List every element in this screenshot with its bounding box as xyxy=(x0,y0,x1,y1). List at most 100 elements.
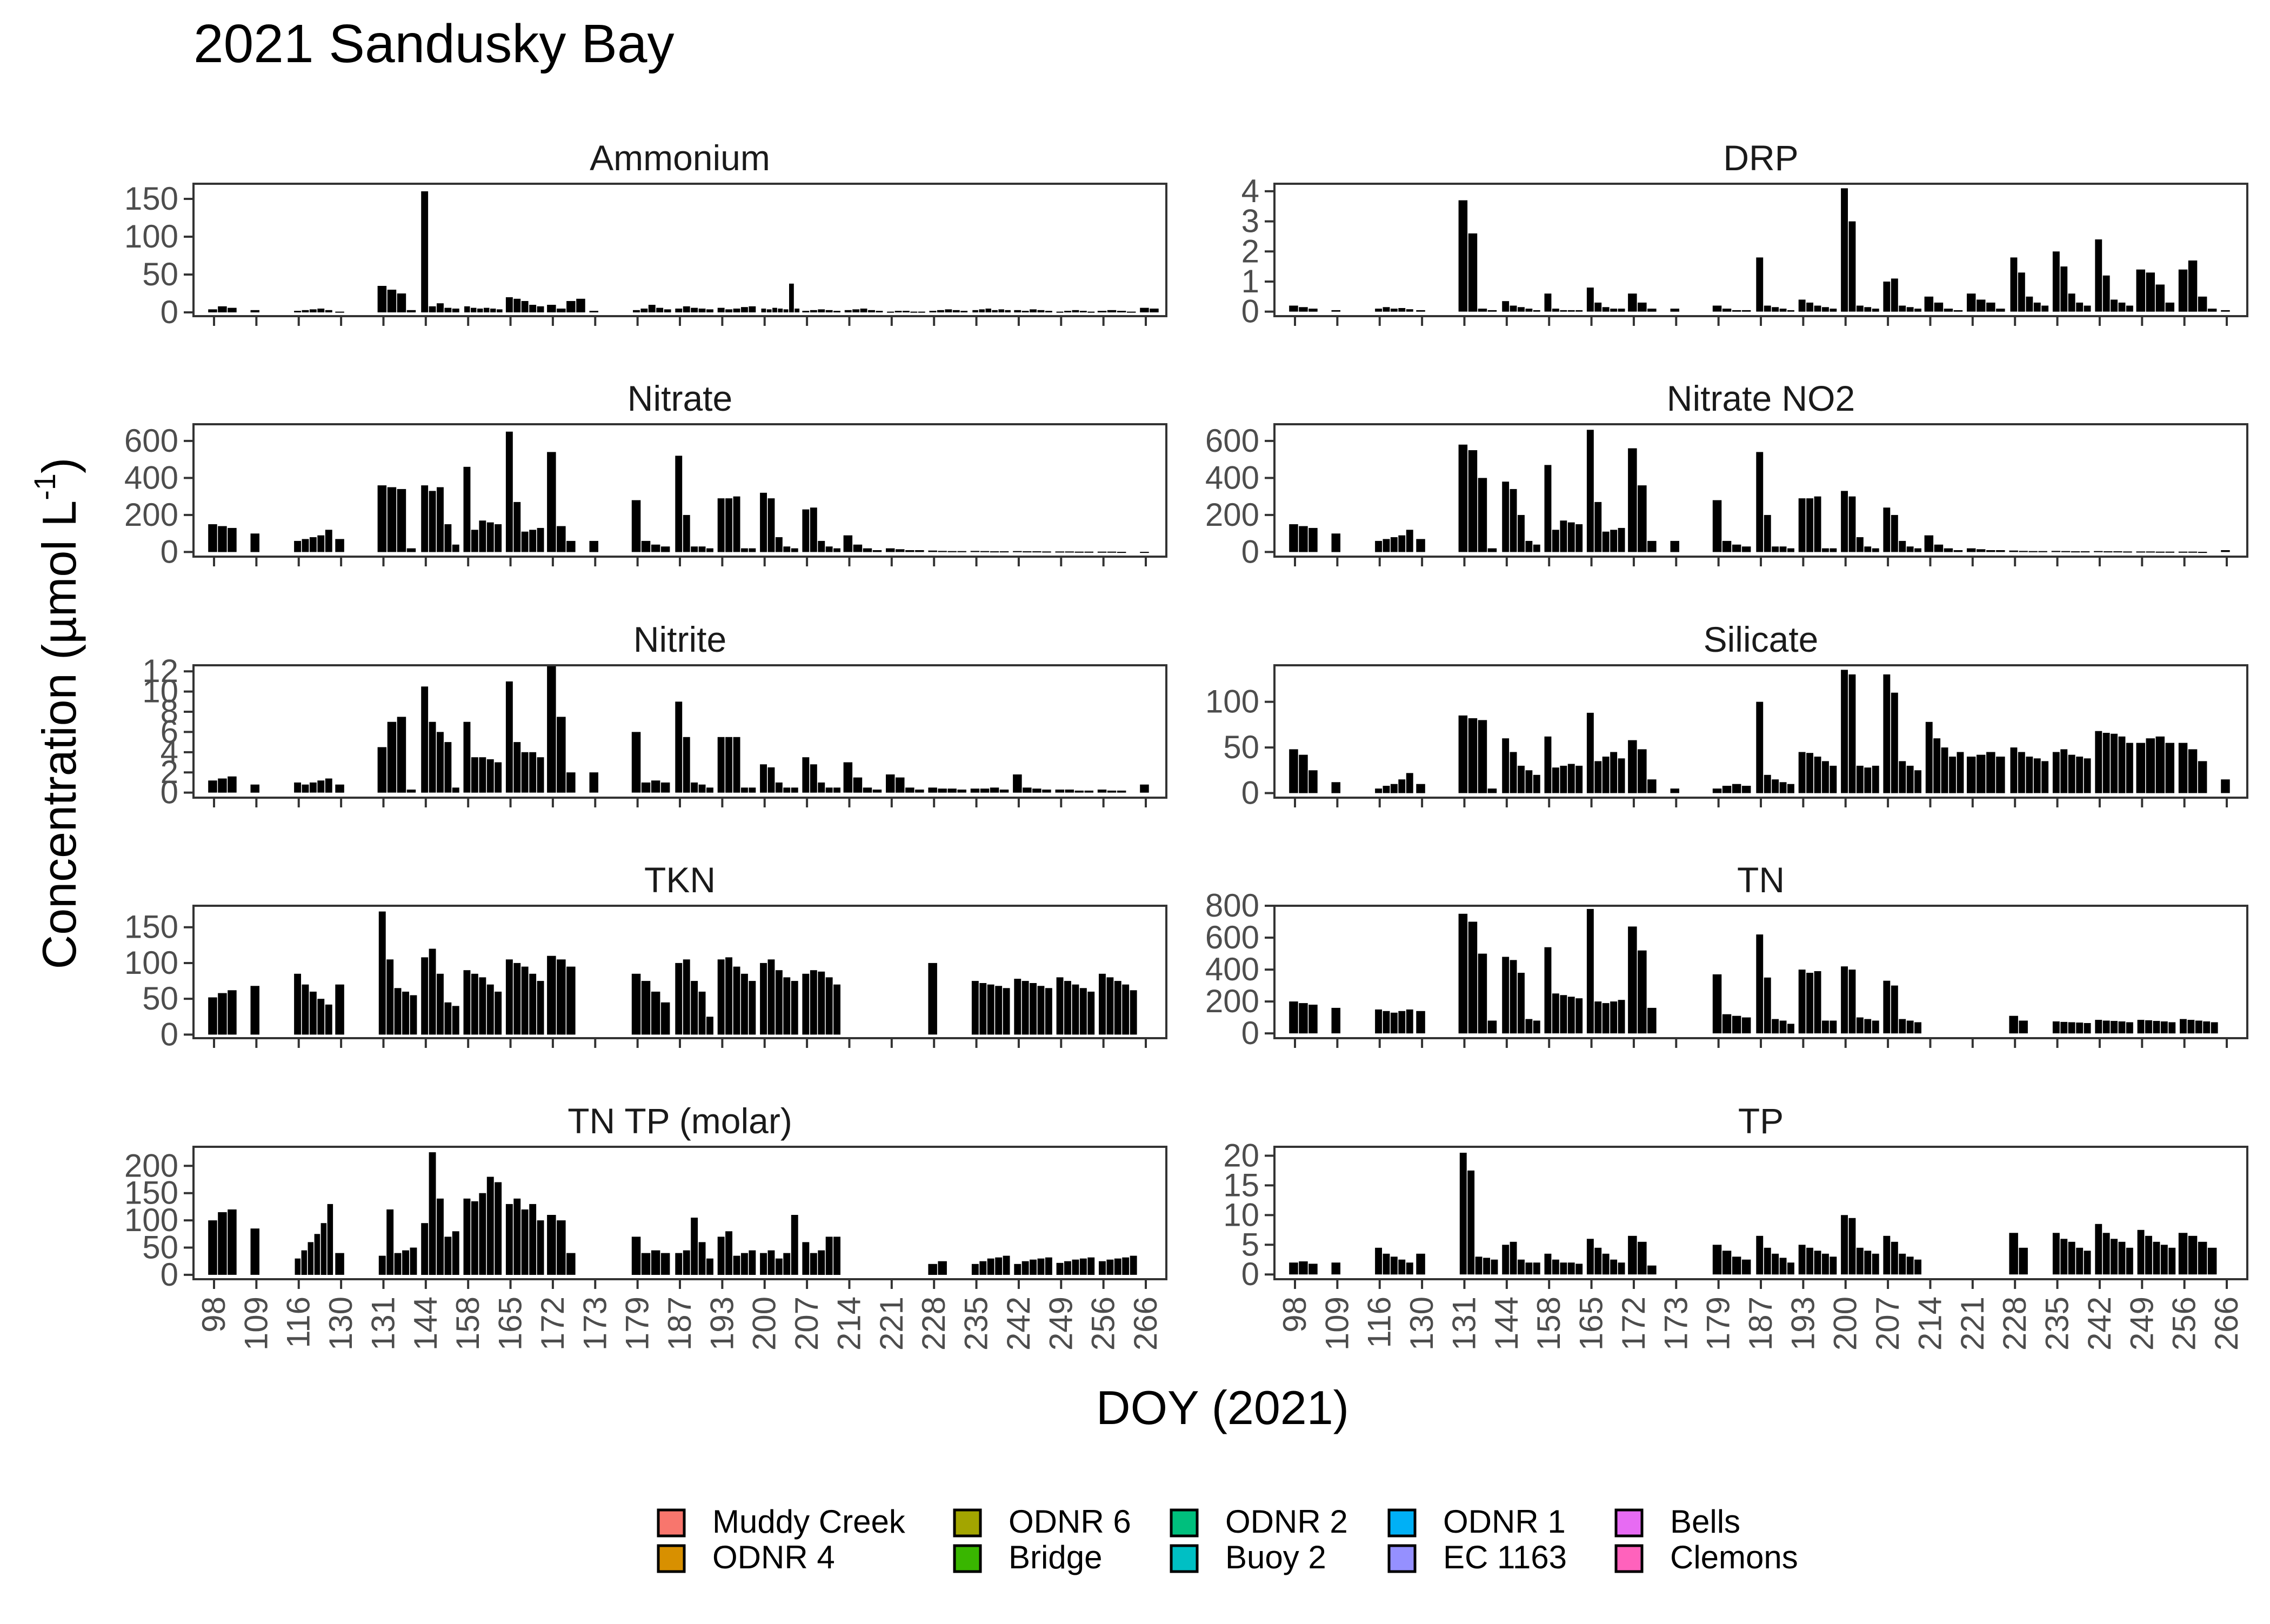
bar xyxy=(775,537,783,552)
bar xyxy=(1872,1020,1879,1034)
bar xyxy=(387,721,397,793)
bar xyxy=(479,1193,486,1275)
bar xyxy=(2095,1020,2102,1034)
bar xyxy=(2026,296,2033,312)
bar xyxy=(1552,767,1559,793)
bar xyxy=(1097,311,1107,312)
bar xyxy=(1087,1257,1095,1275)
bar xyxy=(566,966,576,1035)
bar xyxy=(463,466,471,552)
bar xyxy=(1458,444,1468,552)
legend-swatch xyxy=(953,1544,982,1573)
bar xyxy=(1099,1261,1106,1275)
bar xyxy=(228,527,237,552)
bar xyxy=(1841,491,1848,552)
bar xyxy=(228,776,237,793)
bar xyxy=(325,530,332,552)
bar xyxy=(2198,1241,2207,1275)
bar xyxy=(1872,765,1879,793)
x-tick-label: 228 xyxy=(1997,1296,2033,1351)
bar xyxy=(1331,1007,1340,1034)
bar xyxy=(791,787,798,793)
bar xyxy=(1510,960,1517,1034)
bar xyxy=(1977,299,1986,312)
bar xyxy=(495,991,502,1035)
bar xyxy=(421,957,429,1035)
bar xyxy=(1772,546,1779,552)
bar xyxy=(928,787,937,793)
bar xyxy=(2009,1233,2018,1275)
bar xyxy=(294,540,301,552)
bar xyxy=(521,1209,529,1275)
bar xyxy=(683,1250,690,1275)
bar xyxy=(1114,981,1121,1035)
bar xyxy=(557,1220,566,1275)
bar xyxy=(557,526,566,552)
bar xyxy=(960,311,968,312)
bar xyxy=(1299,1261,1308,1275)
bar xyxy=(675,309,683,312)
bar xyxy=(1406,1009,1413,1034)
bar xyxy=(1308,770,1318,793)
y-tick-label: 6 xyxy=(161,713,178,750)
y-tick-label: 12 xyxy=(142,653,178,689)
bar xyxy=(208,1220,217,1275)
bar xyxy=(2221,779,2230,793)
bar xyxy=(444,524,452,552)
bar xyxy=(1502,957,1510,1034)
bar xyxy=(386,1209,394,1275)
bar xyxy=(664,309,671,312)
bar xyxy=(810,970,817,1035)
bar xyxy=(301,1250,307,1275)
bar xyxy=(1741,1017,1751,1034)
bar xyxy=(1586,430,1594,552)
x-tick-label: 228 xyxy=(916,1296,952,1351)
bar xyxy=(1602,531,1610,552)
bar xyxy=(683,514,690,552)
bar xyxy=(992,310,998,312)
bar xyxy=(1883,674,1891,793)
bar xyxy=(2146,272,2155,312)
bar xyxy=(521,966,529,1035)
bar xyxy=(437,973,444,1035)
bar xyxy=(2068,754,2075,793)
bar xyxy=(2221,310,2230,312)
bar xyxy=(995,1257,1003,1275)
bar xyxy=(1518,307,1525,312)
bar xyxy=(2052,251,2060,312)
bar xyxy=(928,1264,937,1275)
bar xyxy=(486,522,494,552)
bar xyxy=(1618,1262,1625,1275)
bar xyxy=(698,991,706,1035)
x-tick-label: 173 xyxy=(1658,1296,1694,1351)
bar xyxy=(513,1198,521,1275)
bar xyxy=(1107,790,1117,793)
bar xyxy=(576,298,585,312)
bar xyxy=(1533,1020,1540,1034)
bar xyxy=(1117,311,1126,312)
bar xyxy=(1533,310,1540,312)
bar xyxy=(1986,752,1995,793)
bar xyxy=(377,286,387,312)
bar xyxy=(2123,551,2132,553)
bar xyxy=(1856,537,1864,552)
bar xyxy=(766,309,772,312)
legend-swatch xyxy=(657,1544,686,1573)
bar xyxy=(2018,272,2025,312)
bar xyxy=(2211,1022,2218,1034)
bar xyxy=(1741,546,1751,552)
bar xyxy=(2095,239,2102,312)
bar xyxy=(1618,309,1625,312)
bar xyxy=(660,1002,670,1035)
y-tick-label: 0 xyxy=(1241,293,1259,330)
bar xyxy=(2028,551,2038,552)
bar xyxy=(2071,551,2080,553)
bar xyxy=(2111,299,2118,312)
bar xyxy=(775,782,783,793)
bar xyxy=(2146,738,2155,793)
bar xyxy=(1864,307,1872,312)
bar xyxy=(1107,310,1117,312)
bar xyxy=(1107,551,1117,553)
bar xyxy=(631,732,641,793)
bar xyxy=(2084,758,2091,793)
